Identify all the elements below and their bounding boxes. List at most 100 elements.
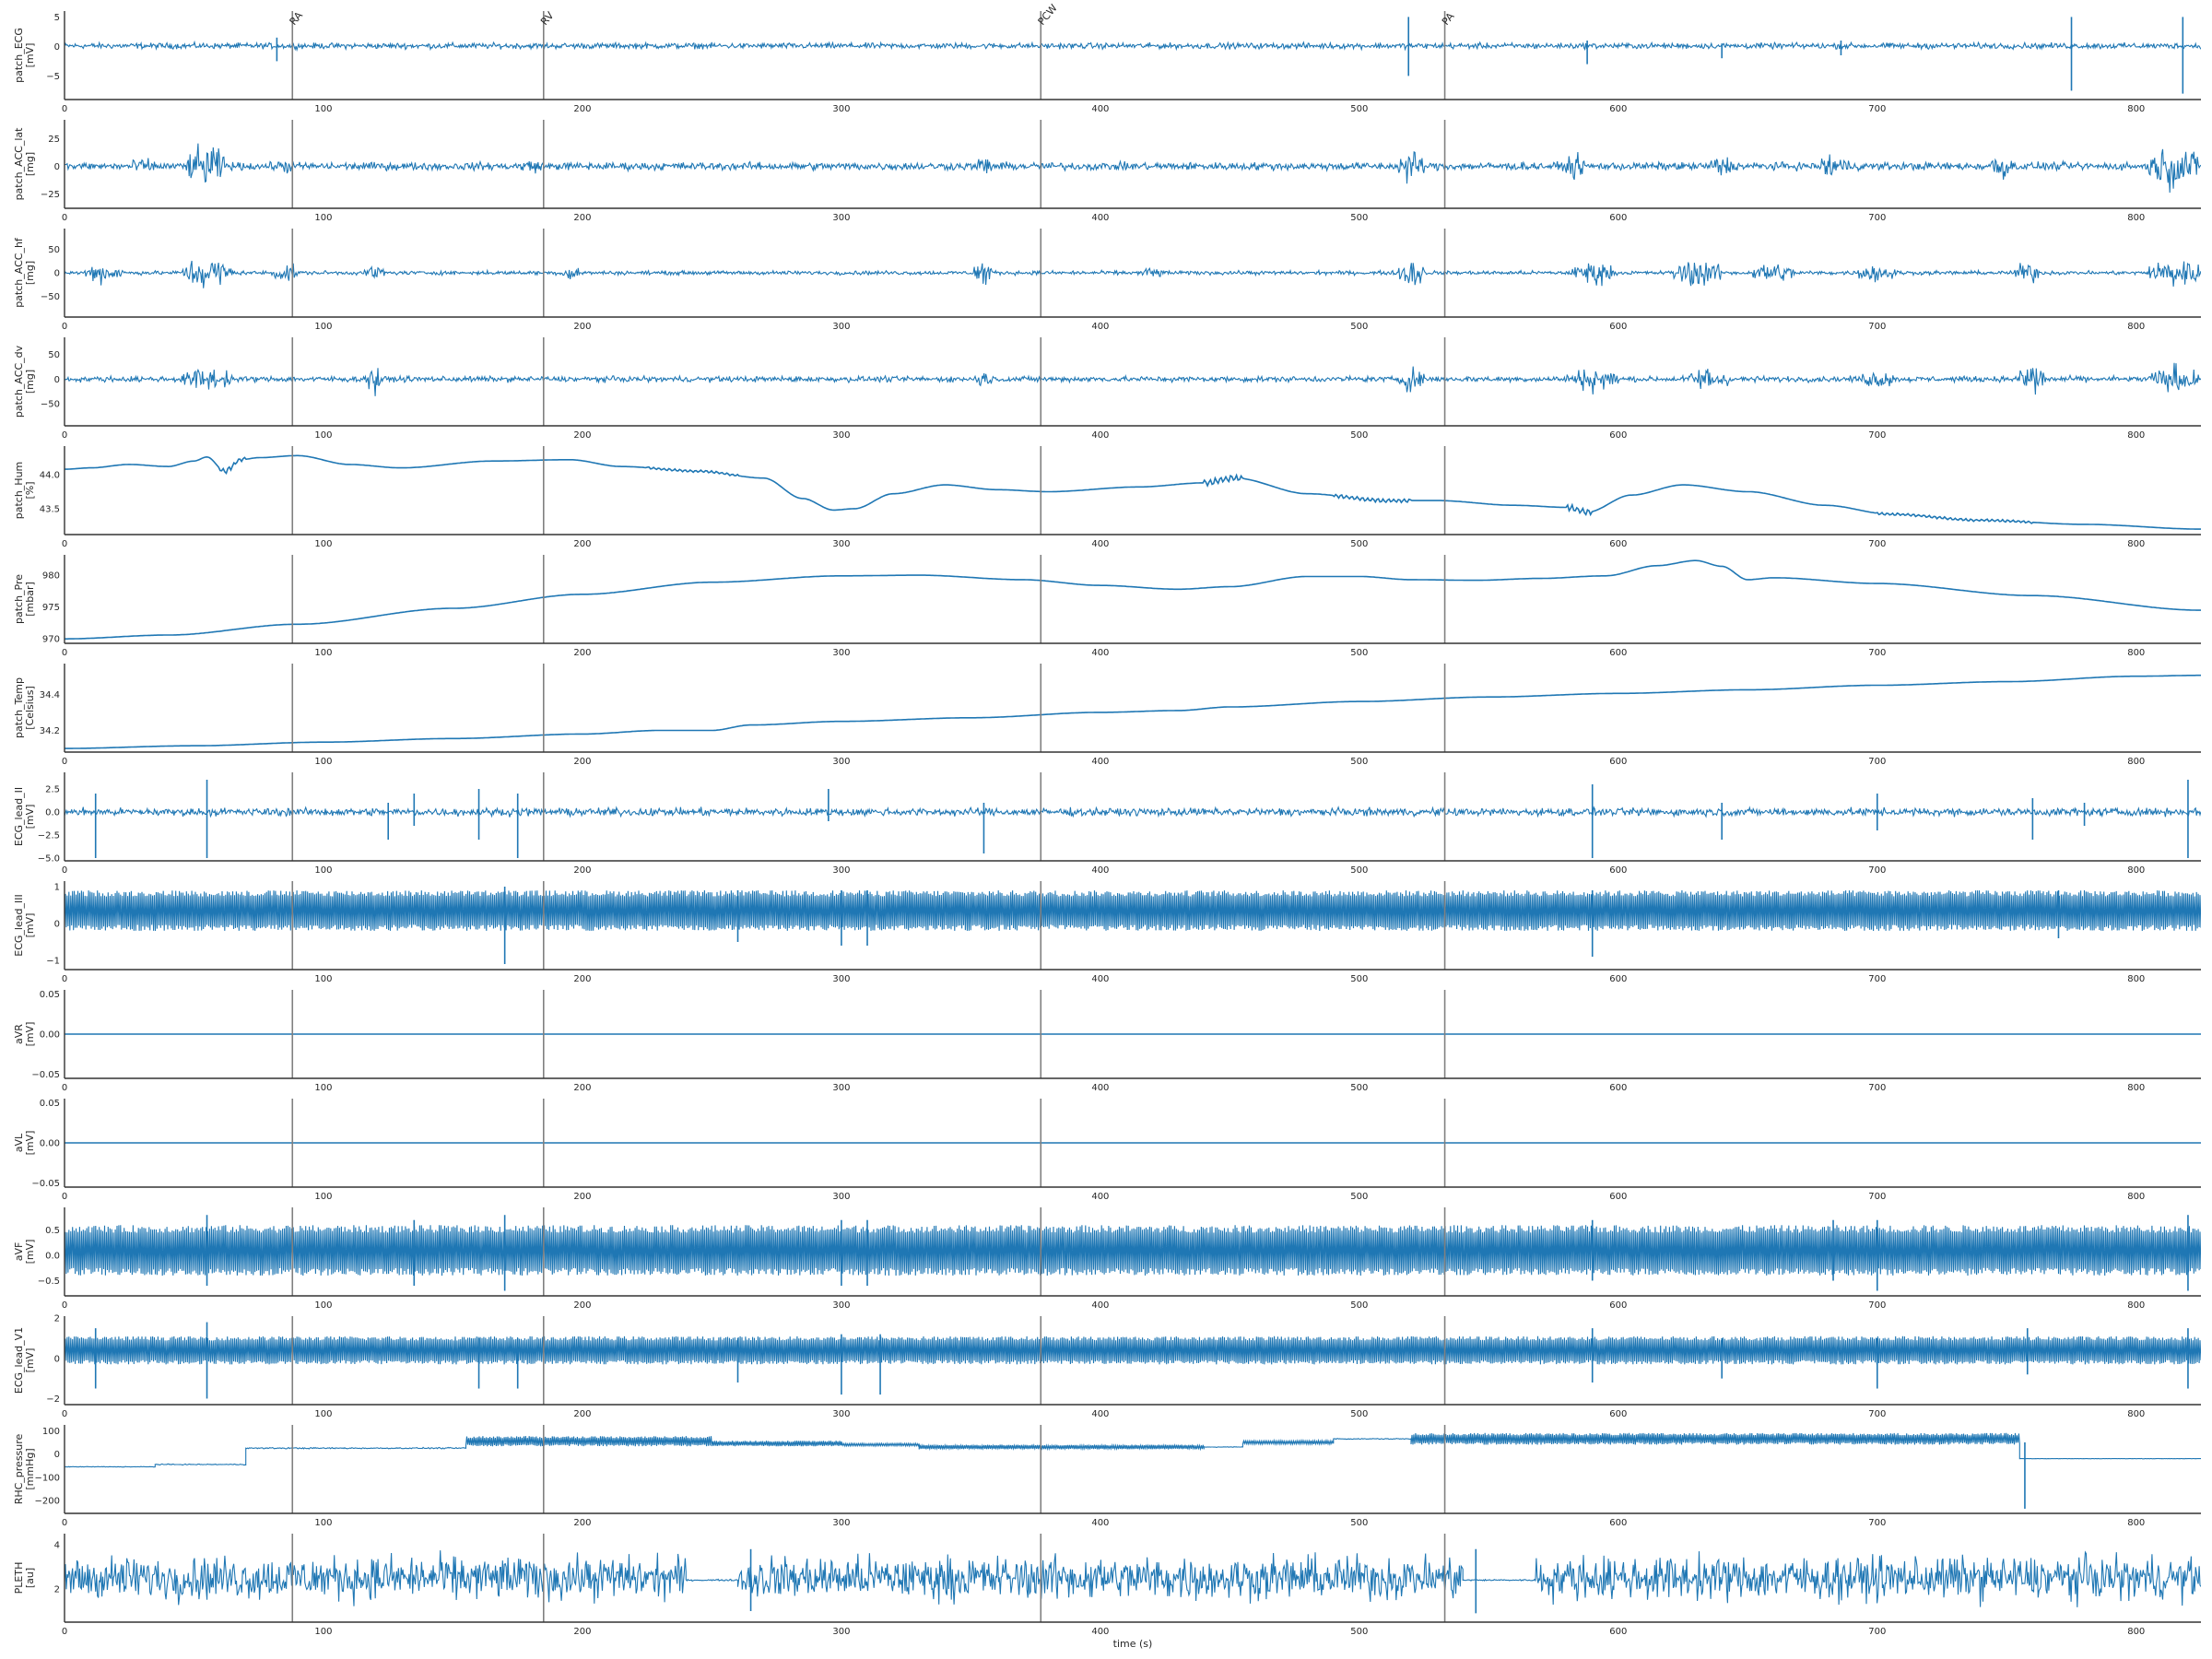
x-tick-label: 800 <box>2127 322 2145 332</box>
x-tick-label: 400 <box>1091 322 1109 332</box>
panel-patch-acc-hf: 0 100 200 300 400 500 600 700 800500−50patch_ACC… <box>13 229 2201 332</box>
x-tick-label: 800 <box>2127 648 2145 658</box>
y-tick-label: 1 <box>54 883 60 893</box>
x-tick-label: 200 <box>573 430 591 441</box>
panel-avl: 0 100 200 300 400 500 600 700 800 0.05 0.00 −0.05 aV… <box>13 1099 2201 1202</box>
x-tick-label: 600 <box>1609 1192 1627 1202</box>
x-tick-label: 100 <box>314 1409 332 1419</box>
x-tick-label: 600 <box>1609 1627 1627 1637</box>
x-tick-label: 500 <box>1350 757 1368 767</box>
x-tick-label: 600 <box>1609 1518 1627 1528</box>
x-tick-label: 800 <box>2127 865 2145 876</box>
y-axis-label: aVR[mV] <box>13 1022 36 1047</box>
signal-trace <box>65 143 2201 194</box>
x-tick-label: 700 <box>1868 1192 1886 1202</box>
x-tick-label: 500 <box>1350 1300 1368 1311</box>
x-tick-label: 0 <box>62 974 67 984</box>
x-tick-label: 200 <box>573 757 591 767</box>
x-tick-label: 200 <box>573 1083 591 1093</box>
x-tick-label: 500 <box>1350 104 1368 114</box>
y-tick-label: 34.2 <box>40 726 60 736</box>
x-tick-label: 200 <box>573 104 591 114</box>
x-tick-label: 500 <box>1350 1083 1368 1093</box>
x-tick-label: 700 <box>1868 322 1886 332</box>
y-axis-label: patch_ACC_hf[mg] <box>13 237 36 308</box>
x-tick-label: 500 <box>1350 648 1368 658</box>
x-tick-label: 300 <box>832 757 850 767</box>
panel-patch-temp: 0 100 200 300 400 500 600 700 800 34.4 34.2 patch_T… <box>13 664 2201 767</box>
x-tick-label: 0 <box>62 1300 67 1311</box>
x-tick-label: 100 <box>314 1300 332 1311</box>
panel-patch-ecg: 0 100 200 300 400 500 600 700 800 5 0 −5 patch_ECG[m… <box>13 2 2201 114</box>
x-tick-label: 800 <box>2127 213 2145 223</box>
x-tick-label: 800 <box>2127 430 2145 441</box>
x-tick-label: 800 <box>2127 1192 2145 1202</box>
x-tick-label: 500 <box>1350 213 1368 223</box>
x-tick-label: 500 <box>1350 1409 1368 1419</box>
panel-ecg-lead-v1: 0 100 200 300 400 500 600 700 80020−2ECG_lead_V1… <box>13 1314 2201 1419</box>
y-axis-label: patch_Temp[Celsius] <box>13 677 36 738</box>
x-tick-label: 100 <box>314 865 332 876</box>
panel-patch-pre: 0 100 200 300 400 500 600 700 800 980 975 970 patch_… <box>13 555 2201 658</box>
signal-trace <box>65 1335 2201 1365</box>
x-tick-label: 300 <box>832 1518 850 1528</box>
x-tick-label: 0 <box>62 1192 67 1202</box>
y-axis-label: RHC_pressure[mmHg] <box>13 1433 36 1504</box>
x-tick-label: 700 <box>1868 974 1886 984</box>
x-tick-label: 700 <box>1868 865 1886 876</box>
y-tick-label: 0 <box>54 269 60 279</box>
x-tick-label: 800 <box>2127 539 2145 549</box>
panel-avr: 0 100 200 300 400 500 600 700 800 0.05 0.00 −0.05 aV… <box>13 990 2201 1093</box>
y-axis-label: aVF[mV] <box>13 1240 36 1265</box>
y-tick-label: 0 <box>54 1450 60 1460</box>
y-tick-label: 0.0 <box>45 1252 60 1262</box>
x-tick-label: 0 <box>62 1627 67 1637</box>
x-tick-label: 0 <box>62 322 67 332</box>
x-tick-label: 0 <box>62 865 67 876</box>
x-tick-label: 100 <box>314 539 332 549</box>
signal-trace <box>65 1432 2201 1468</box>
signal-trace <box>65 559 2201 640</box>
panel-patch-acc-dv: 0 100 200 300 400 500 600 700 800500−50patch_ACC… <box>13 337 2201 441</box>
x-tick-label: 500 <box>1350 865 1368 876</box>
panel-avf: 0 100 200 300 400 500 600 700 800 0.5 0.0 −0.5 aVF[m… <box>13 1207 2201 1311</box>
y-axis-label: patch_ACC_lat[mg] <box>13 127 36 201</box>
x-tick-label: 100 <box>314 213 332 223</box>
y-tick-label: 2.5 <box>45 785 60 795</box>
x-tick-label: 0 <box>62 1518 67 1528</box>
x-tick-label: 100 <box>314 1083 332 1093</box>
x-tick-label: 200 <box>573 1518 591 1528</box>
y-axis-label: aVL[mV] <box>13 1131 36 1156</box>
x-tick-label: 700 <box>1868 213 1886 223</box>
x-tick-label: 800 <box>2127 1409 2145 1419</box>
y-tick-label: −2 <box>46 1394 60 1405</box>
signal-trace <box>65 1550 2201 1607</box>
x-tick-label: 300 <box>832 1627 850 1637</box>
x-tick-label: 0 <box>62 1409 67 1419</box>
signal-trace <box>65 806 2201 818</box>
x-tick-label: 100 <box>314 104 332 114</box>
x-tick-label: 800 <box>2127 104 2145 114</box>
x-tick-label: 300 <box>832 1192 850 1202</box>
x-tick-label: 500 <box>1350 430 1368 441</box>
y-tick-label: 50 <box>48 350 60 360</box>
x-tick-label: 300 <box>832 1300 850 1311</box>
x-tick-label: 800 <box>2127 757 2145 767</box>
x-tick-label: 200 <box>573 1409 591 1419</box>
panel-rhc-pressure: 0 100 200 300 400 500 600 700 800 100 0 −100 −200RHC… <box>13 1425 2201 1528</box>
x-tick-label: 100 <box>314 1192 332 1202</box>
x-tick-label: 200 <box>573 539 591 549</box>
x-tick-label: 300 <box>832 539 850 549</box>
x-tick-label: 400 <box>1091 757 1109 767</box>
x-tick-label: 600 <box>1609 865 1627 876</box>
x-tick-label: 400 <box>1091 539 1109 549</box>
y-tick-label: 43.5 <box>40 504 60 514</box>
y-tick-label: 50 <box>48 245 60 255</box>
x-tick-label: 500 <box>1350 539 1368 549</box>
x-tick-label: 400 <box>1091 430 1109 441</box>
y-tick-label: 0 <box>54 920 60 930</box>
x-tick-label: 800 <box>2127 974 2145 984</box>
x-tick-label: 400 <box>1091 1409 1109 1419</box>
x-tick-label: 300 <box>832 974 850 984</box>
